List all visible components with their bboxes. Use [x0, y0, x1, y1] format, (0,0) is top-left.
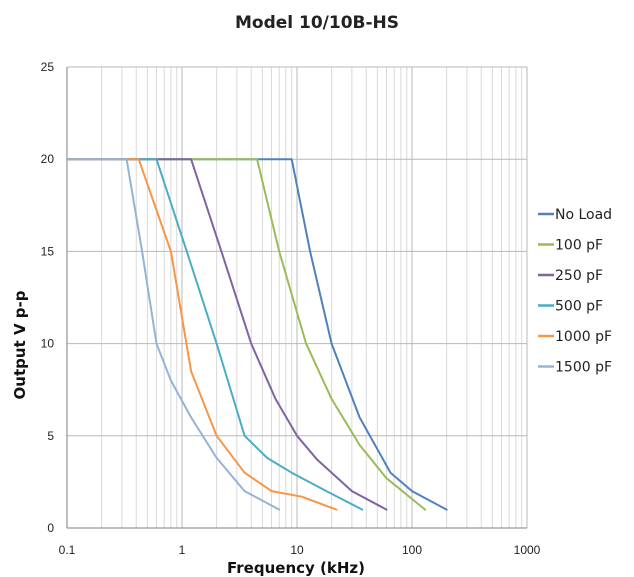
y-axis-ticks: 0 5 10 15 20 25	[41, 60, 55, 535]
series-line-1500-pf	[66, 158, 281, 511]
y-axis-title: Output V p-p	[11, 290, 29, 399]
x-tick-label: 1000	[514, 543, 541, 557]
legend-label-1000-pf: 1000 pF	[555, 329, 612, 345]
series-line-250-pf	[66, 158, 388, 511]
axes	[66, 67, 527, 529]
grid	[66, 66, 528, 529]
x-tick-label: 0.1	[59, 543, 76, 557]
legend-label-100-pf: 100 pF	[555, 238, 603, 254]
y-tick-label: 0	[47, 521, 54, 535]
x-axis-title: Frequency (kHz)	[227, 559, 365, 577]
chart-title: Model 10/10B-HS	[235, 13, 399, 33]
x-axis-ticks: 0.1 1 10 100 1000	[59, 543, 541, 557]
x-tick-label: 10	[290, 543, 304, 557]
y-tick-label: 5	[47, 429, 54, 443]
y-tick-label: 25	[41, 60, 55, 74]
y-tick-label: 10	[41, 337, 55, 351]
legend-label-500-pf: 500 pF	[555, 299, 603, 315]
legend-label-1500-pf: 1500 pF	[555, 360, 612, 376]
series-line-100-pf	[66, 158, 427, 511]
series-line-500-pf	[66, 158, 364, 511]
y-tick-label: 15	[41, 244, 55, 258]
x-tick-label: 1	[179, 543, 186, 557]
legend: No Load 100 pF 250 pF 500 pF 1000 pF 1500 pF	[538, 207, 612, 376]
legend-label-250-pf: 250 pF	[555, 268, 603, 284]
series-line-1000-pf	[66, 158, 338, 511]
legend-label-no-load: No Load	[555, 207, 612, 223]
series-line-no-load	[66, 158, 448, 511]
x-tick-label: 100	[402, 543, 422, 557]
plot-area	[66, 158, 448, 511]
y-tick-label: 20	[41, 152, 55, 166]
